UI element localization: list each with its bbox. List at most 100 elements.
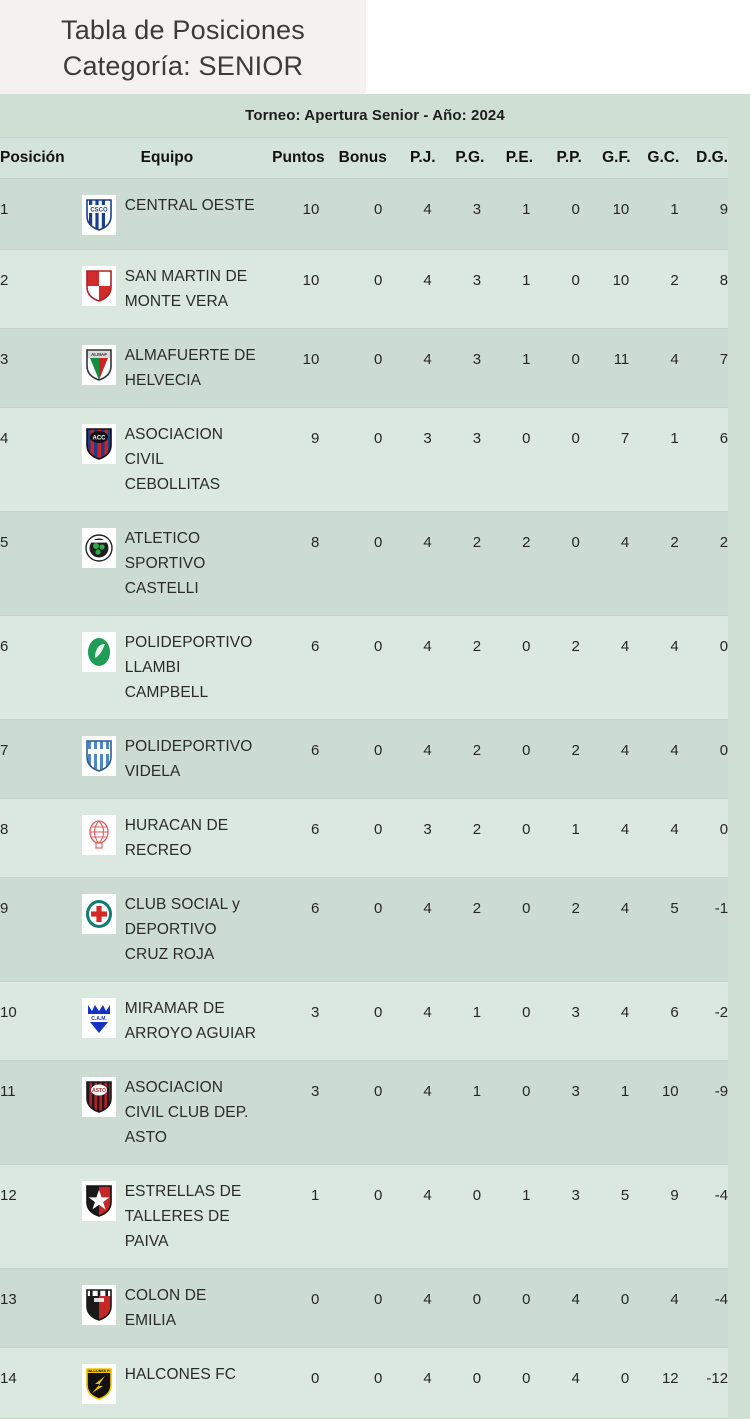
column-header-team[interactable]: Equipo	[140, 149, 194, 166]
table-row[interactable]: 4 ACC ASOCIACION CIVIL CEBOLLITAS 9 0 3 3 0 0 7 1 6	[0, 408, 728, 512]
table-row[interactable]: 2 SAN MARTIN DE MONTE VERA 10 0 4 3 1 0 10 2 8	[0, 250, 728, 329]
estrellas-crest	[81, 1181, 116, 1221]
row-pj: 4	[423, 351, 432, 368]
row-position: 12	[0, 1187, 17, 1204]
table-row[interactable]: 11 ASTO ASOCIACION CIVIL CLUB DEP. ASTO 3 0 4…	[0, 1061, 728, 1165]
row-pg: 1	[472, 1083, 482, 1100]
row-pp: 0	[571, 351, 580, 368]
row-position: 6	[0, 638, 9, 655]
table-row[interactable]: 9 CLUB SOCIAL y DEPORTIVO CRUZ ROJA 6 0 4 2 0 2…	[0, 878, 728, 982]
table-row[interactable]: 3 ALMAF ALMAFUERTE DE HELVECIA 10 0 4 3 1 0 11 4 7	[0, 329, 728, 408]
row-dg: -9	[714, 1083, 729, 1100]
row-team[interactable]: ALMAF ALMAFUERTE DE HELVECIA	[81, 329, 257, 407]
row-pj: 4	[423, 900, 432, 917]
row-team[interactable]: POLIDEPORTIVO VIDELA	[81, 720, 257, 798]
row-pj: 4	[423, 1370, 432, 1387]
table-header-row: Posición Equipo Puntos Bonus P.J. P.G. P…	[0, 137, 728, 179]
row-puntos: 6	[310, 900, 320, 917]
central-oeste-crest: CSCO	[81, 195, 116, 235]
table-row[interactable]: 7 POLIDEPORTIVO VIDELA 6 0 4 2 0 2 4 4 0	[0, 720, 728, 799]
row-puntos: 9	[310, 430, 320, 447]
row-team[interactable]: ACC ASOCIACION CIVIL CEBOLLITAS	[81, 408, 257, 511]
row-gc: 4	[670, 638, 679, 655]
row-pp: 1	[571, 821, 580, 838]
row-bonus: 0	[373, 821, 383, 838]
column-header-bonus[interactable]: Bonus	[338, 149, 387, 166]
column-header-gf[interactable]: G.F.	[602, 149, 631, 166]
row-dg: -2	[714, 1004, 729, 1021]
row-gf: 7	[620, 430, 630, 447]
team-name: ALMAFUERTE DE HELVECIA	[124, 347, 256, 389]
row-gf: 5	[620, 1187, 630, 1204]
row-gf: 4	[620, 638, 630, 655]
row-team[interactable]: ASTO ASOCIACION CIVIL CLUB DEP. ASTO	[81, 1061, 257, 1164]
table-row[interactable]: 5 ATLETICO SPORTIVO CASTELLI 8 0 4 2 2 0 4 2 2	[0, 512, 728, 616]
svg-text:CSCO: CSCO	[90, 208, 108, 214]
row-pe: 1	[522, 201, 531, 218]
videla-crest	[81, 736, 116, 776]
miramar-crest: C.A.M.	[81, 998, 116, 1038]
row-pg: 1	[472, 1004, 482, 1021]
row-pg: 3	[472, 201, 482, 218]
row-pp: 0	[571, 201, 580, 218]
column-header-position[interactable]: Posición	[0, 149, 65, 166]
row-pj: 3	[423, 821, 432, 838]
row-gf: 10	[612, 201, 630, 218]
column-header-pj[interactable]: P.J.	[410, 149, 436, 166]
row-team[interactable]: HURACAN DE RECREO	[81, 799, 257, 877]
row-gf: 0	[620, 1370, 630, 1387]
table-row[interactable]: 1 CSCO CENTRAL OESTE 10 0 4 3 1 0 10 1 9	[0, 179, 728, 250]
row-position: 10	[0, 1004, 17, 1021]
column-header-pg[interactable]: P.G.	[455, 149, 485, 166]
row-bonus: 0	[373, 900, 383, 917]
row-dg: -4	[714, 1291, 729, 1308]
row-team[interactable]: POLIDEPORTIVO LLAMBI CAMPBELL	[81, 616, 257, 719]
column-header-gc[interactable]: G.C.	[647, 149, 680, 166]
row-pe: 0	[522, 1370, 531, 1387]
row-team[interactable]: ATLETICO SPORTIVO CASTELLI	[81, 512, 257, 615]
row-team[interactable]: SAN MARTIN DE MONTE VERA	[81, 250, 257, 328]
table-row[interactable]: 10 C.A.M. MIRAMAR DE ARROYO AGUIAR 3 0 4 1 0 3 4 6…	[0, 982, 728, 1061]
cruz-roja-crest	[81, 894, 116, 934]
svg-text:ACC: ACC	[92, 435, 106, 441]
row-team[interactable]: HALCONES FC HALCONES FC	[81, 1348, 257, 1418]
row-puntos: 1	[310, 1187, 320, 1204]
table-row[interactable]: 13 COLON DE EMILIA 0 0 4 0 0 4 0 4 -4	[0, 1269, 728, 1348]
table-row[interactable]: 6 POLIDEPORTIVO LLAMBI CAMPBELL 6 0 4 2 0 2 4 4 0	[0, 616, 728, 720]
row-bonus: 0	[373, 742, 383, 759]
svg-text:ASTO: ASTO	[92, 1088, 106, 1094]
row-team[interactable]: ESTRELLAS DE TALLERES DE PAIVA	[81, 1165, 257, 1268]
column-header-pe[interactable]: P.E.	[505, 149, 534, 166]
row-puntos: 6	[310, 742, 320, 759]
column-header-pp[interactable]: P.P.	[556, 149, 582, 166]
table-row[interactable]: 14 HALCONES FC HALCONES FC 0 0 4 0 0 4 0 12 -12	[0, 1348, 728, 1419]
row-position: 14	[0, 1370, 17, 1387]
row-team[interactable]: CSCO CENTRAL OESTE	[81, 179, 257, 249]
table-row[interactable]: 8 HURACAN DE RECREO 6 0 3 2 0 1 4 4 0	[0, 799, 728, 878]
row-bonus: 0	[373, 272, 383, 289]
row-pj: 4	[423, 742, 432, 759]
row-dg: 0	[719, 638, 729, 655]
row-team[interactable]: CLUB SOCIAL y DEPORTIVO CRUZ ROJA	[81, 878, 257, 981]
column-header-dg[interactable]: D.G.	[696, 149, 728, 166]
row-pe: 0	[522, 900, 531, 917]
row-pg: 0	[472, 1187, 482, 1204]
team-name: ESTRELLAS DE TALLERES DE PAIVA	[124, 1183, 242, 1250]
row-gf: 4	[620, 821, 630, 838]
row-team[interactable]: C.A.M. MIRAMAR DE ARROYO AGUIAR	[81, 982, 257, 1060]
row-gf: 10	[612, 272, 630, 289]
row-bonus: 0	[373, 1004, 383, 1021]
column-header-puntos[interactable]: Puntos	[272, 149, 325, 166]
table-row[interactable]: 12 ESTRELLAS DE TALLERES DE PAIVA 1 0 4 0 1 3 5 9…	[0, 1165, 728, 1269]
row-position: 7	[0, 742, 9, 759]
row-team[interactable]: COLON DE EMILIA	[81, 1269, 257, 1347]
row-puntos: 8	[310, 534, 320, 551]
row-position: 4	[0, 430, 9, 447]
row-dg: 0	[719, 821, 729, 838]
row-gc: 12	[661, 1370, 679, 1387]
row-pg: 3	[472, 351, 482, 368]
standings-table: Torneo: Apertura Senior - Año: 2024 Posi…	[0, 94, 750, 1419]
row-bonus: 0	[373, 534, 383, 551]
row-gf: 4	[620, 900, 630, 917]
row-gf: 0	[620, 1291, 630, 1308]
